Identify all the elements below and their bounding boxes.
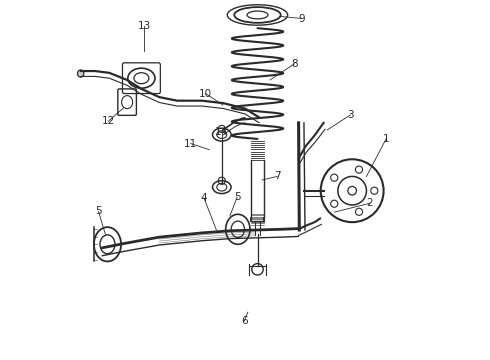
- Text: 9: 9: [299, 14, 305, 23]
- Text: 12: 12: [102, 116, 115, 126]
- Text: 13: 13: [138, 21, 151, 31]
- Text: 6: 6: [241, 316, 247, 326]
- Ellipse shape: [77, 70, 84, 77]
- Text: 7: 7: [274, 171, 280, 181]
- Text: 5: 5: [234, 192, 241, 202]
- Text: 4: 4: [200, 193, 207, 203]
- Text: 3: 3: [347, 110, 354, 120]
- Text: 10: 10: [199, 89, 212, 99]
- Text: 5: 5: [95, 206, 102, 216]
- Text: 8: 8: [291, 59, 297, 69]
- Text: 1: 1: [383, 134, 390, 144]
- Text: 14: 14: [215, 127, 228, 137]
- Text: 11: 11: [184, 139, 197, 149]
- Text: 2: 2: [367, 198, 373, 208]
